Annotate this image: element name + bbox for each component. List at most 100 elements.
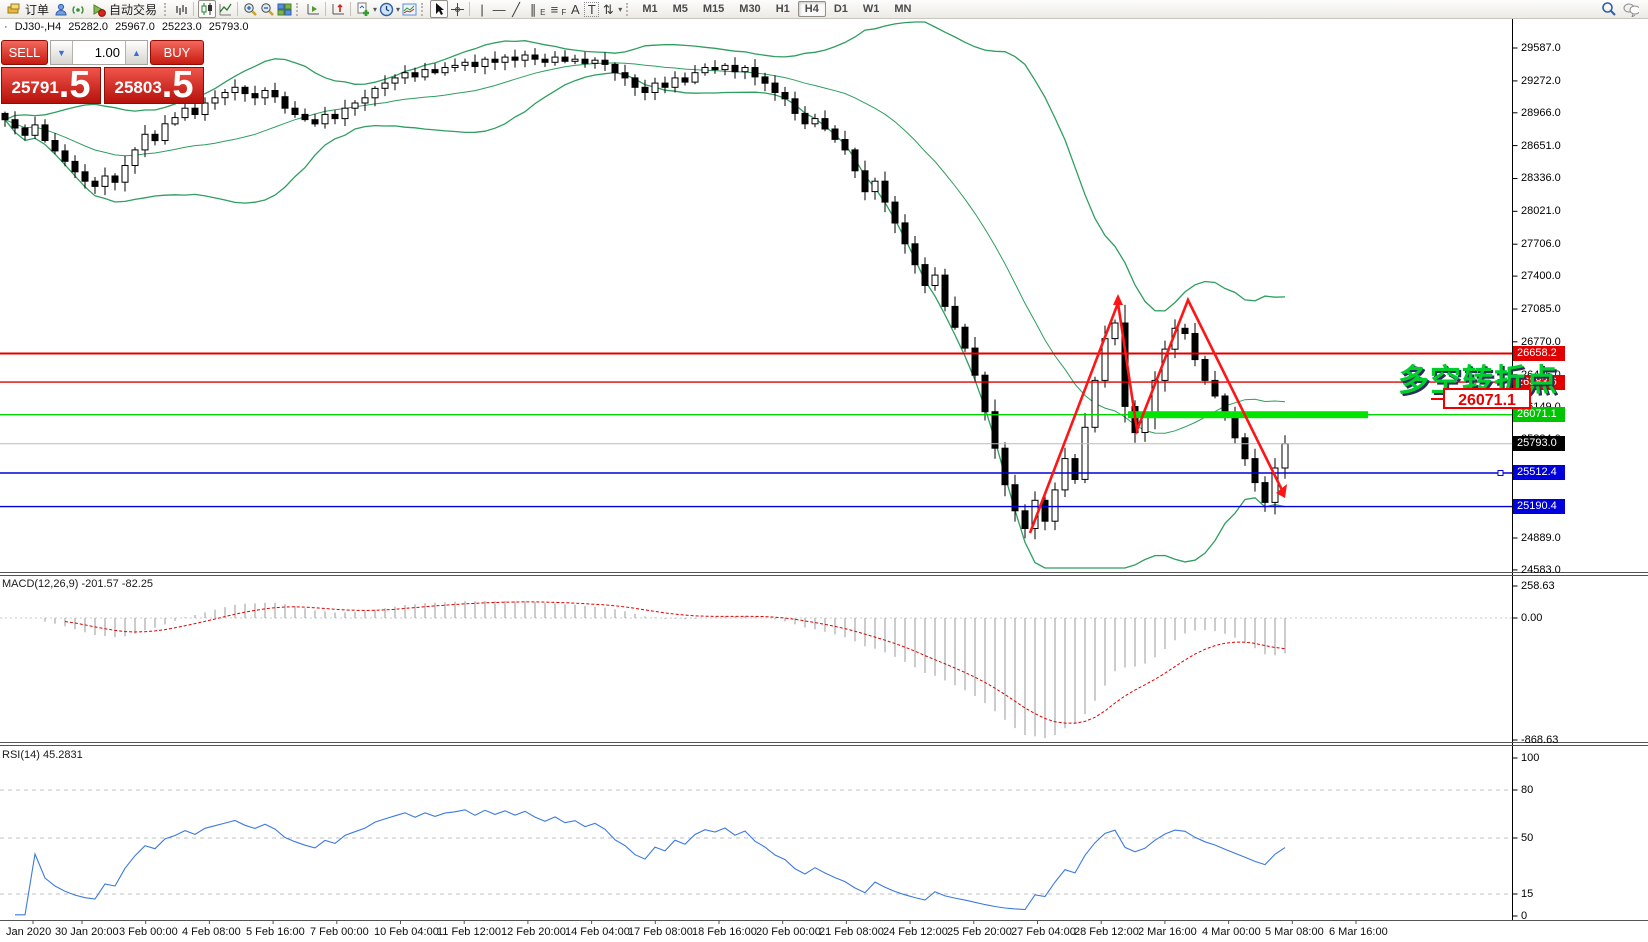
chart-shift-icon[interactable] [305, 1, 321, 17]
candle [51, 140, 59, 152]
horizontal-line-tool-icon[interactable]: — [492, 1, 506, 17]
sell-price-box[interactable]: 25791 .5 [1, 64, 101, 106]
buy-button[interactable]: BUY [150, 40, 204, 65]
candle [911, 243, 919, 266]
timeframe-w1[interactable]: W1 [862, 3, 880, 15]
toolbar-grip [421, 2, 426, 16]
candle [711, 67, 719, 71]
volume-decrease-button[interactable]: ▼ [51, 41, 73, 64]
candle [1091, 379, 1099, 428]
candle [301, 113, 309, 121]
vertical-line-tool-icon[interactable]: | [480, 1, 484, 17]
candle [181, 107, 189, 119]
fibonacci-tool-icon[interactable]: ≡ [550, 1, 559, 17]
annotation-price-box[interactable]: 26071.1 [1443, 388, 1531, 409]
candlestick-chart-icon[interactable] [198, 0, 217, 18]
arrow-up [1113, 294, 1123, 305]
templates-icon[interactable] [401, 1, 417, 17]
trendline-tool-icon[interactable]: ╱ [512, 1, 520, 17]
toolbar-grip [626, 2, 631, 16]
candle [271, 90, 279, 98]
ohlc-close: 25793.0 [208, 21, 249, 33]
sell-button[interactable]: SELL [1, 40, 48, 65]
community-icon[interactable] [53, 1, 69, 17]
periods-dropdown-icon[interactable]: ▾ [396, 4, 401, 14]
hline-handle [1497, 469, 1504, 476]
candle [691, 72, 699, 83]
channel-tool-icon[interactable]: ∥ [529, 1, 537, 17]
candle [671, 77, 679, 88]
volume-increase-button[interactable]: ▲ [125, 41, 147, 64]
timeframe-h4[interactable]: H4 [797, 1, 826, 17]
candle [71, 160, 79, 173]
timeframe-m5[interactable]: M5 [672, 3, 688, 15]
auto-scroll-icon[interactable] [330, 1, 346, 17]
candle [571, 58, 579, 62]
candle [1191, 333, 1199, 361]
line-chart-icon[interactable] [217, 1, 233, 17]
buy-price-box[interactable]: 25803 .5 [104, 66, 204, 104]
toolbar-grip [296, 2, 301, 16]
indicators-icon[interactable] [355, 1, 371, 17]
hline-handle [1497, 379, 1504, 386]
timeframe-h1[interactable]: H1 [775, 3, 790, 15]
new-order-icon [6, 1, 22, 17]
crosshair-icon[interactable] [449, 1, 465, 17]
timeframe-m1[interactable]: M1 [642, 3, 658, 15]
candle [401, 72, 409, 79]
candle [41, 124, 49, 142]
candle [511, 56, 519, 61]
candle [101, 175, 109, 187]
arrows-tool-icon[interactable]: ⇅ [602, 1, 614, 17]
bar-chart-icon[interactable] [173, 1, 189, 17]
candle [1141, 416, 1149, 433]
indicators-dropdown-icon[interactable]: ▾ [373, 4, 378, 14]
candle [431, 69, 439, 74]
toolbar-separator [350, 2, 352, 16]
macd-signal-value: -82.25 [121, 578, 154, 590]
text-tool-icon[interactable]: A [570, 1, 580, 17]
timeframe-mn[interactable]: MN [894, 3, 912, 15]
timeframe-d1[interactable]: D1 [833, 3, 848, 15]
chat-icon[interactable] [1623, 1, 1639, 17]
candle [91, 180, 99, 187]
candle [151, 133, 159, 142]
new-order-button[interactable]: 订单 [3, 1, 52, 18]
candle [201, 102, 209, 115]
candle [771, 82, 779, 93]
cursor-icon[interactable] [430, 0, 449, 18]
candle [81, 171, 89, 182]
tile-windows-icon[interactable] [276, 1, 292, 17]
macd-label: MACD(12,26,9) -201.57 -82.25 [2, 578, 153, 590]
zoom-in-icon[interactable] [242, 1, 258, 17]
toolbar-grip [164, 2, 169, 16]
candle [1071, 458, 1079, 481]
candle [541, 58, 549, 63]
timeframe-m30[interactable]: M30 [739, 3, 761, 15]
volume-input[interactable]: 1.00 [94, 45, 120, 60]
zoom-out-icon[interactable] [259, 1, 275, 17]
ohlc-high: 25967.0 [115, 21, 155, 33]
text-label-tool-icon[interactable]: T [584, 1, 600, 17]
candle [211, 97, 219, 104]
candle [411, 72, 419, 78]
candle [551, 56, 559, 63]
periods-icon[interactable] [378, 1, 394, 17]
candle [1041, 499, 1049, 522]
signals-icon[interactable] [70, 1, 86, 17]
candle [311, 119, 319, 125]
sell-price-pips: .5 [58, 64, 91, 106]
candle [761, 76, 769, 84]
arrows-dropdown-icon[interactable]: ▾ [618, 4, 623, 14]
candle [131, 149, 139, 166]
candle [881, 180, 889, 203]
candle [381, 82, 389, 89]
timeframe-m15[interactable]: M15 [702, 3, 725, 15]
sell-price-main: 25791 [11, 78, 59, 97]
candle [641, 86, 649, 94]
candle [1181, 327, 1189, 334]
bb-upper [4, 21, 1286, 312]
autotrade-button[interactable]: 自动交易 [87, 1, 160, 18]
search-icon[interactable] [1601, 1, 1617, 17]
